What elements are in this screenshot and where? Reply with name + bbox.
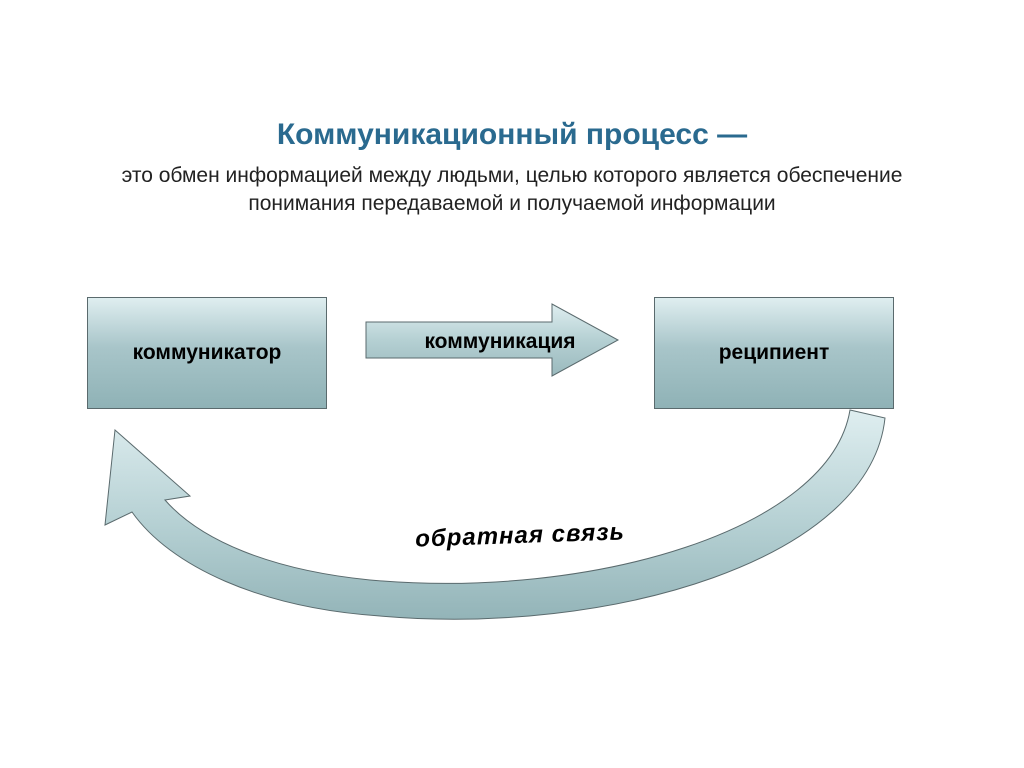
slide-canvas: Коммуникационный процесс — это обмен инф… — [0, 0, 1024, 768]
communicator-label: коммуникатор — [133, 341, 282, 365]
slide-title: Коммуникационный процесс — — [0, 118, 1024, 152]
slide-subtitle: это обмен информацией между людьми, цель… — [90, 162, 934, 219]
recipient-label: реципиент — [719, 341, 830, 365]
forward-arrow-label: коммуникация — [360, 330, 640, 354]
feedback-arrow-icon — [70, 390, 890, 620]
